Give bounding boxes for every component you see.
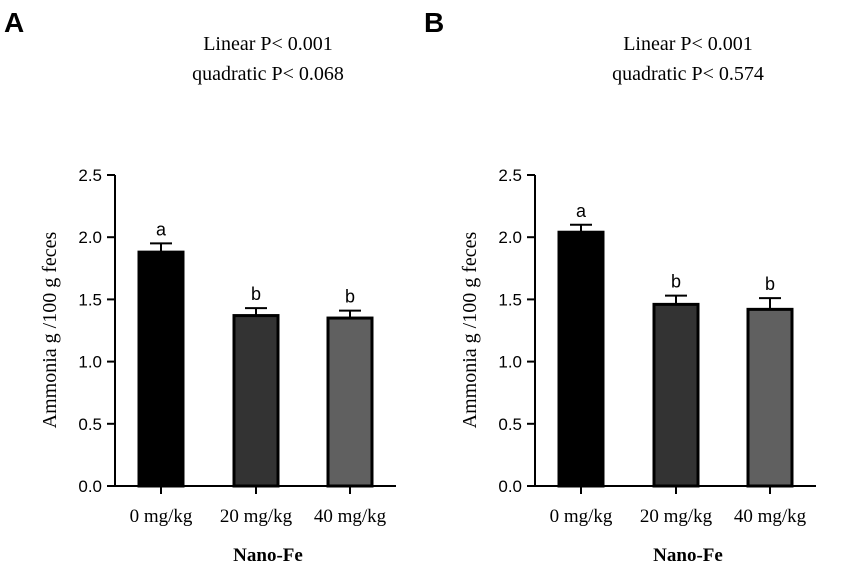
y-tick-label: 0.0 bbox=[78, 477, 102, 496]
y-tick-label: 2.0 bbox=[78, 228, 102, 247]
y-tick-label: 1.5 bbox=[78, 290, 102, 309]
panel-b: B Linear P< 0.001 quadratic P< 0.574 Amm… bbox=[424, 7, 816, 566]
y-tick-label: 0.0 bbox=[498, 477, 522, 496]
stats-quadratic: quadratic P< 0.574 bbox=[612, 63, 764, 85]
significance-label: a bbox=[156, 219, 167, 239]
significance-label: a bbox=[576, 201, 587, 221]
y-tick-label: 1.0 bbox=[78, 353, 102, 372]
significance-label: b bbox=[345, 287, 355, 307]
stats-linear: Linear P< 0.001 bbox=[203, 33, 333, 55]
y-tick-label: 2.5 bbox=[78, 166, 102, 185]
y-tick-label: 1.0 bbox=[498, 353, 522, 372]
x-tick-label: 0 mg/kg bbox=[550, 506, 613, 527]
bar bbox=[746, 307, 794, 488]
bar bbox=[137, 250, 185, 488]
x-tick-label: 20 mg/kg bbox=[640, 506, 713, 527]
bar bbox=[557, 230, 605, 488]
chart-marks: 0.0 0.5 1.0 1.5 2.0 2.5 a 0 mg/kg b 20 mg/kg b 40 m… bbox=[78, 166, 396, 527]
bar bbox=[652, 302, 700, 488]
y-axis-label: Ammonia g /100 g feces bbox=[459, 231, 481, 428]
x-tick-label: 40 mg/kg bbox=[734, 506, 807, 527]
significance-label: b bbox=[251, 284, 261, 304]
x-axis-label: Nano-Fe bbox=[233, 545, 303, 566]
significance-label: b bbox=[671, 272, 681, 292]
y-tick-label: 1.5 bbox=[498, 290, 522, 309]
x-axis-label: Nano-Fe bbox=[653, 545, 723, 566]
stats-quadratic: quadratic P< 0.068 bbox=[192, 63, 344, 85]
panel-a: A Linear P< 0.001 quadratic P< 0.068 Amm… bbox=[4, 7, 396, 566]
y-tick-label: 2.0 bbox=[498, 228, 522, 247]
bar bbox=[232, 314, 280, 488]
x-tick-label: 40 mg/kg bbox=[314, 506, 387, 527]
panel-letter: A bbox=[4, 7, 24, 38]
bar bbox=[326, 316, 374, 488]
stats-linear: Linear P< 0.001 bbox=[623, 33, 753, 55]
y-tick-label: 0.5 bbox=[78, 415, 102, 434]
significance-label: b bbox=[765, 274, 775, 294]
x-tick-label: 0 mg/kg bbox=[130, 506, 193, 527]
y-axis-label: Ammonia g /100 g feces bbox=[39, 231, 61, 428]
panel-letter: B bbox=[424, 7, 444, 38]
y-tick-label: 0.5 bbox=[498, 415, 522, 434]
x-tick-label: 20 mg/kg bbox=[220, 506, 293, 527]
y-tick-label: 2.5 bbox=[498, 166, 522, 185]
chart-marks: 0.0 0.5 1.0 1.5 2.0 2.5 a 0 mg/kg b 20 mg/kg b 40 m… bbox=[498, 166, 816, 527]
